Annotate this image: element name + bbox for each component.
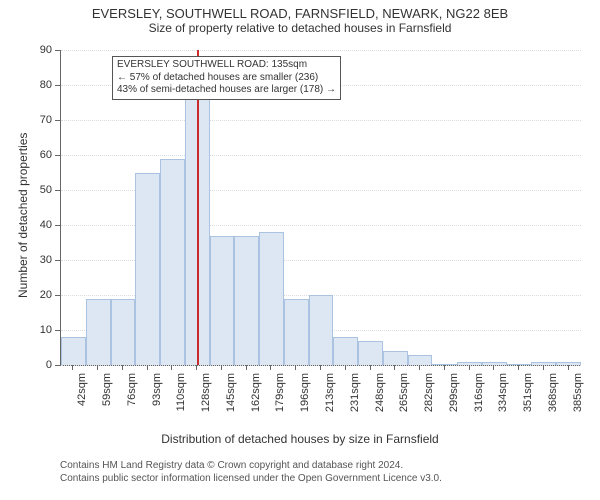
xtick-mark <box>196 365 197 370</box>
ytick-mark <box>55 225 60 226</box>
ytick-mark <box>55 260 60 261</box>
ytick-mark <box>55 85 60 86</box>
xtick-label: 248sqm <box>374 373 386 423</box>
ytick-label: 70 <box>0 114 52 126</box>
xtick-mark <box>97 365 98 370</box>
xtick-label: 299sqm <box>448 373 460 423</box>
xtick-label: 145sqm <box>225 373 237 423</box>
xtick-label: 231sqm <box>349 373 361 423</box>
xtick-mark <box>171 365 172 370</box>
xtick-label: 282sqm <box>423 373 435 423</box>
xtick-label: 351sqm <box>522 373 534 423</box>
ytick-mark <box>55 155 60 156</box>
xtick-label: 59sqm <box>101 373 113 423</box>
xtick-mark <box>394 365 395 370</box>
xtick-mark <box>370 365 371 370</box>
xtick-label: 213sqm <box>324 373 336 423</box>
xtick-mark <box>543 365 544 370</box>
xtick-mark <box>122 365 123 370</box>
xtick-mark <box>493 365 494 370</box>
histogram-chart: EVERSLEY, SOUTHWELL ROAD, FARNSFIELD, NE… <box>0 0 600 500</box>
xtick-mark <box>221 365 222 370</box>
xtick-mark <box>345 365 346 370</box>
annotation-box: EVERSLEY SOUTHWELL ROAD: 135sqm← 57% of … <box>112 56 341 100</box>
xtick-label: 162sqm <box>250 373 262 423</box>
ytick-label: 10 <box>0 324 52 336</box>
chart-title-line2: Size of property relative to detached ho… <box>0 21 600 35</box>
gridline <box>61 50 581 51</box>
ytick-mark <box>55 190 60 191</box>
xtick-mark <box>270 365 271 370</box>
xtick-label: 76sqm <box>126 373 138 423</box>
histogram-bar <box>259 232 284 365</box>
annotation-line: ← 57% of detached houses are smaller (23… <box>117 72 336 85</box>
xtick-label: 334sqm <box>497 373 509 423</box>
xtick-label: 316sqm <box>473 373 485 423</box>
ytick-label: 80 <box>0 79 52 91</box>
histogram-bar <box>383 351 408 365</box>
annotation-line: EVERSLEY SOUTHWELL ROAD: 135sqm <box>117 59 336 72</box>
histogram-bar <box>309 295 334 365</box>
footer-line2: Contains public sector information licen… <box>60 473 442 486</box>
gridline <box>61 365 581 366</box>
histogram-bar <box>234 236 259 366</box>
ytick-label: 30 <box>0 254 52 266</box>
histogram-bar <box>210 236 235 366</box>
annotation-line: 43% of semi-detached houses are larger (… <box>117 84 336 97</box>
xtick-mark <box>568 365 569 370</box>
chart-title-line1: EVERSLEY, SOUTHWELL ROAD, FARNSFIELD, NE… <box>0 6 600 21</box>
histogram-bar <box>333 337 358 365</box>
ytick-label: 50 <box>0 184 52 196</box>
xtick-label: 42sqm <box>76 373 88 423</box>
xtick-mark <box>147 365 148 370</box>
xtick-label: 368sqm <box>547 373 559 423</box>
ytick-label: 0 <box>0 359 52 371</box>
xtick-mark <box>320 365 321 370</box>
ytick-label: 20 <box>0 289 52 301</box>
ytick-mark <box>55 330 60 331</box>
ytick-mark <box>55 295 60 296</box>
footer-line1: Contains HM Land Registry data © Crown c… <box>60 460 442 473</box>
xtick-label: 110sqm <box>175 373 187 423</box>
xtick-label: 93sqm <box>151 373 163 423</box>
gridline <box>61 120 581 121</box>
xtick-mark <box>518 365 519 370</box>
chart-title: EVERSLEY, SOUTHWELL ROAD, FARNSFIELD, NE… <box>0 6 600 35</box>
xtick-mark <box>246 365 247 370</box>
ytick-label: 60 <box>0 149 52 161</box>
footer-text: Contains HM Land Registry data © Crown c… <box>60 460 442 485</box>
ytick-label: 90 <box>0 44 52 56</box>
histogram-bar <box>408 355 433 366</box>
xtick-mark <box>72 365 73 370</box>
xtick-label: 196sqm <box>299 373 311 423</box>
ytick-mark <box>55 365 60 366</box>
histogram-bar <box>556 362 581 366</box>
xtick-label: 128sqm <box>200 373 212 423</box>
histogram-bar <box>284 299 309 366</box>
x-axis-label: Distribution of detached houses by size … <box>0 432 600 446</box>
gridline <box>61 155 581 156</box>
xtick-mark <box>419 365 420 370</box>
ytick-mark <box>55 120 60 121</box>
ytick-label: 40 <box>0 219 52 231</box>
histogram-bar <box>432 364 457 365</box>
ytick-mark <box>55 50 60 51</box>
xtick-mark <box>295 365 296 370</box>
histogram-bar <box>531 362 556 366</box>
xtick-mark <box>444 365 445 370</box>
histogram-bar <box>358 341 383 366</box>
histogram-bar <box>86 299 111 366</box>
histogram-bar <box>111 299 136 366</box>
histogram-bar <box>61 337 86 365</box>
xtick-label: 385sqm <box>572 373 584 423</box>
xtick-mark <box>469 365 470 370</box>
histogram-bar <box>135 173 160 366</box>
histogram-bar <box>160 159 185 366</box>
histogram-bar <box>457 362 482 366</box>
xtick-label: 179sqm <box>274 373 286 423</box>
xtick-label: 265sqm <box>398 373 410 423</box>
